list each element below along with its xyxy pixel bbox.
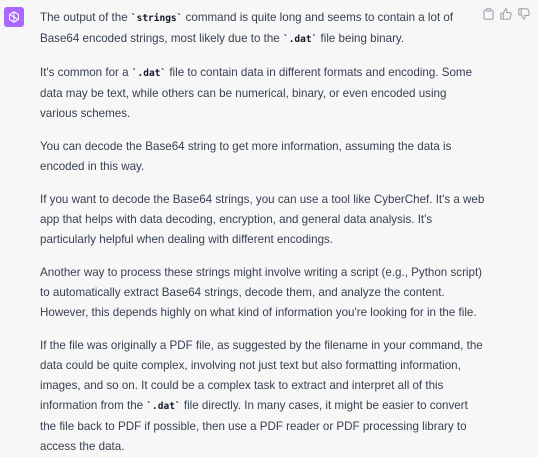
like-button[interactable] xyxy=(500,8,512,20)
paragraph-text: file being binary. xyxy=(317,32,405,45)
dislike-button[interactable] xyxy=(518,8,530,20)
paragraph-cyberchef: If you want to decode the Base64 strings… xyxy=(40,193,485,246)
thumbs-down-icon xyxy=(518,8,530,20)
paragraph-text: The output of the xyxy=(40,11,131,24)
copy-button[interactable] xyxy=(482,8,494,20)
paragraph-text: It's common for a xyxy=(40,66,132,79)
paragraph-decode-base64: You can decode the Base64 string to get … xyxy=(40,140,452,173)
paragraph-script: Another way to process these strings mig… xyxy=(40,266,483,319)
thumbs-up-icon xyxy=(500,8,512,20)
inline-code: `.dat` xyxy=(282,34,318,45)
paragraph-text: If the file was originally a PDF file, a… xyxy=(40,339,483,412)
openai-logo-icon xyxy=(7,10,21,24)
paragraph-text: command is quite long and seems to conta… xyxy=(40,11,454,45)
paragraph-text: file to contain data in different format… xyxy=(40,66,473,120)
clipboard-icon xyxy=(482,8,494,20)
assistant-avatar xyxy=(4,7,24,27)
paragraph-pdf: If the file was originally a PDF file, a… xyxy=(40,336,485,457)
paragraph-strings-output: The output of the `strings` command is q… xyxy=(40,8,485,50)
inline-code: `.dat` xyxy=(131,68,167,79)
message-content: The output of the `strings` command is q… xyxy=(40,8,485,457)
assistant-message: The output of the `strings` command is q… xyxy=(4,7,530,453)
paragraph-dat-formats: It's common for a `.dat` file to contain… xyxy=(40,63,485,124)
inline-code: `strings` xyxy=(130,13,183,24)
message-actions xyxy=(482,8,530,20)
